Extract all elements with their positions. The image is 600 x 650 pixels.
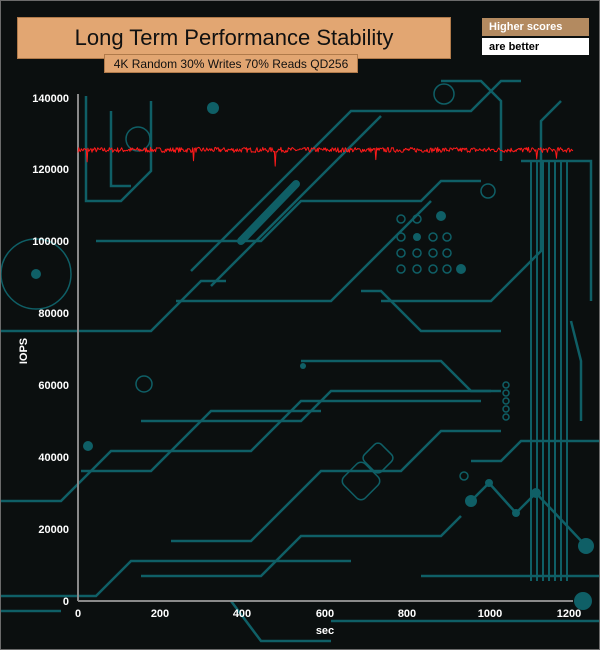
y-tick-label: 80000 xyxy=(38,308,69,320)
x-tick-label: 1000 xyxy=(478,608,502,620)
y-axis-title: IOPS xyxy=(18,338,30,364)
circuit-traces xyxy=(1,79,599,643)
title-banner: Long Term Performance Stability xyxy=(17,17,451,59)
y-tick-label: 20000 xyxy=(38,524,69,536)
x-tick-label: 0 xyxy=(75,608,81,620)
x-tick-label: 1200 xyxy=(557,608,581,620)
y-tick-label: 140000 xyxy=(32,93,69,105)
x-tick-label: 800 xyxy=(398,608,416,620)
circuit-rings xyxy=(1,83,510,481)
y-tick-label: 40000 xyxy=(38,452,69,464)
chart-subtitle: 4K Random 30% Writes 70% Reads QD256 xyxy=(113,56,349,71)
are-better-badge: are better xyxy=(482,38,589,55)
chart-title: Long Term Performance Stability xyxy=(74,25,394,50)
subtitle-banner: 4K Random 30% Writes 70% Reads QD256 xyxy=(104,54,358,73)
y-axis-ticks: 0 20000 40000 60000 80000 100000 120000 … xyxy=(32,93,69,608)
circuit-capsule xyxy=(237,180,300,245)
x-tick-label: 600 xyxy=(316,608,334,620)
x-axis-ticks: 0 200 400 600 800 1000 1200 xyxy=(75,608,581,620)
y-tick-label: 60000 xyxy=(38,380,69,392)
x-axis-title: sec xyxy=(316,625,334,637)
circuit-chip xyxy=(341,442,394,501)
y-tick-label: 0 xyxy=(63,596,69,608)
circuit-pads xyxy=(31,102,594,610)
higher-scores-badge: Higher scores xyxy=(482,18,589,36)
badge-line-1: Higher scores xyxy=(489,21,563,33)
x-tick-label: 400 xyxy=(233,608,251,620)
badge-line-2: are better xyxy=(489,40,540,53)
circuit-bus-lines xyxy=(530,161,568,581)
iops-series-line xyxy=(77,146,574,167)
y-tick-label: 120000 xyxy=(32,164,69,176)
y-tick-label: 100000 xyxy=(32,236,69,248)
x-tick-label: 200 xyxy=(151,608,169,620)
